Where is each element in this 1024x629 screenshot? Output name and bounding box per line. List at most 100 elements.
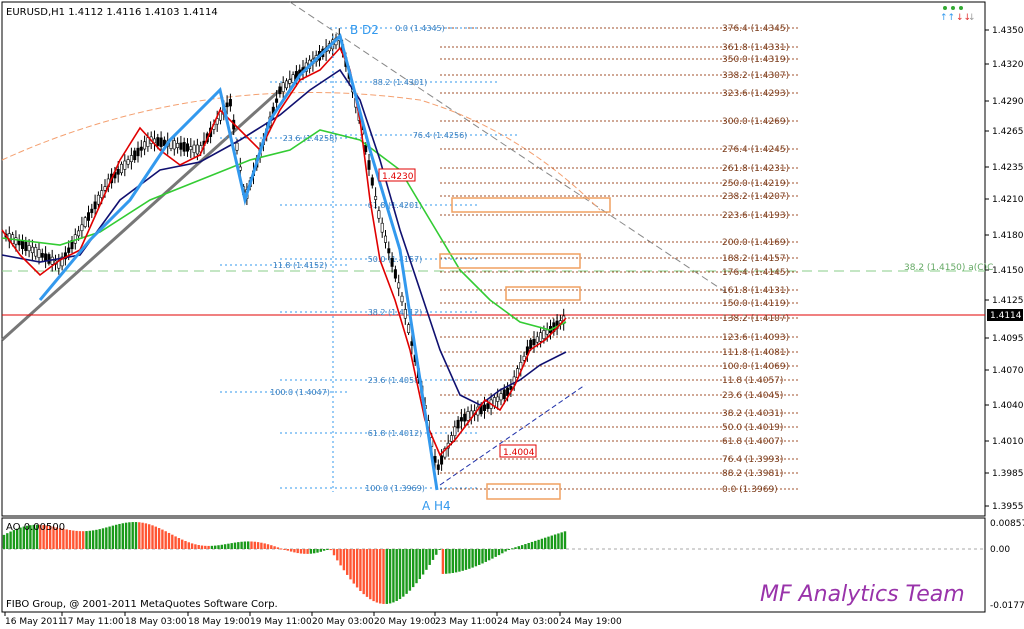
candle-body [370,177,374,186]
ao-bar [29,525,32,549]
price-axis[interactable]: 1.4350 1.4320 1.4290 1.4265 1.4235 1.4210 1.41… [985,26,1024,512]
ao-bar [85,531,88,549]
fib-level-label: 150.0 (1.4119) [722,299,789,309]
candle-body [172,140,176,150]
candle-body [83,217,87,227]
ao-bar [164,531,167,549]
ao-bar [560,532,563,549]
fib-level-label: 223.6 (1.4193) [722,211,789,221]
candle-body [215,118,219,125]
fib-level-label: 123.6 (1.4093) [722,333,789,343]
ao-bar [563,531,567,549]
candle-body [443,448,447,458]
ao-bar [392,549,395,603]
ao-bar [280,548,283,550]
candle-body [383,235,387,243]
price-label: 1.4125 [992,296,1024,306]
wave-line-blue[interactable] [38,33,439,491]
ao-bar [435,549,438,555]
ao-bar [412,549,415,588]
fib-level-label: 376.4 (1.4345) [722,24,789,34]
ao-bar [511,548,514,550]
ao-bar [210,545,214,549]
ao-bar [458,549,461,572]
ao-bar [408,549,412,591]
ao-bar [223,544,227,549]
candle-body [291,74,295,83]
candle-body [126,159,130,165]
price-label: 1.4290 [992,97,1024,107]
ao-bar [547,536,550,549]
ao-bar [309,549,313,554]
marker-upper-box[interactable] [378,168,416,182]
fib-level-label: 200.0 (1.4169) [722,238,789,248]
ao-bar [293,549,296,553]
fib-zone-box-2[interactable] [439,253,581,269]
ao-bar [184,541,187,549]
candle-body [545,329,549,335]
down-arrow-icon: ↓ [968,13,976,23]
ao-bar [58,528,62,549]
time-label: 24 May 03:00 [497,617,559,627]
time-label: 18 May 03:00 [125,617,187,627]
candle-body [463,413,467,422]
time-label: 18 May 19:00 [188,617,250,627]
ao-bar [25,525,29,549]
candle-body [506,387,510,396]
time-label: 16 May 2011 [5,617,64,627]
ao-bar [154,526,157,549]
ao-bar [233,542,237,549]
ao-bar [326,549,329,550]
ao-bar [530,541,534,549]
ao-bar [62,528,65,549]
ao-bar [296,549,299,554]
fib-zone-box-1[interactable] [451,197,611,213]
candle-body [403,309,407,319]
ao-bar [204,545,207,549]
price-label: 1.3955 [992,502,1024,512]
arrow-icons[interactable]: ↑↑ ↓↓ ↓ [940,6,976,23]
ao-bar [342,549,346,571]
fib-level-label: 138.2 (1.4107) [722,314,789,324]
ao-bar [504,549,507,552]
fib-zone-box-3[interactable] [505,286,581,301]
ao-bar [39,524,42,549]
ao-bar [6,533,9,549]
ao-bar [22,526,25,549]
ao-bar [520,545,524,549]
time-label: 24 May 19:00 [560,617,622,627]
ao-bar [385,549,388,604]
candle-body [393,269,397,279]
ao-bar [464,549,468,570]
candle-body [179,142,183,150]
ao-bar [256,542,260,549]
main-chart-frame[interactable] [1,1,986,517]
ao-bar [161,529,164,549]
candle-body [284,80,288,89]
ao-bar [286,549,289,551]
ao-bar [131,522,134,549]
ao-bar [115,524,118,549]
ao-bar [111,525,115,549]
candle-body [466,411,470,421]
candle-body [219,111,223,121]
ao-bar [42,525,45,549]
watermark: MF Analytics Team [760,582,965,607]
trend-line-blue-dashed[interactable] [439,384,586,486]
candle-body [47,254,51,264]
ao-bar [217,545,220,549]
ao-bar [45,525,49,549]
candle-body [499,393,503,401]
ao-bar [273,546,276,549]
fib-zone-box-4[interactable] [486,483,561,500]
ao-bar [471,549,474,568]
marker-lower-box[interactable] [499,444,537,458]
ao-bar [557,533,560,549]
candle-body [532,338,536,346]
ma-green [1,129,567,331]
price-label: 1.4265 [992,127,1024,137]
ao-bar [108,526,111,549]
ao-bar [352,549,355,584]
